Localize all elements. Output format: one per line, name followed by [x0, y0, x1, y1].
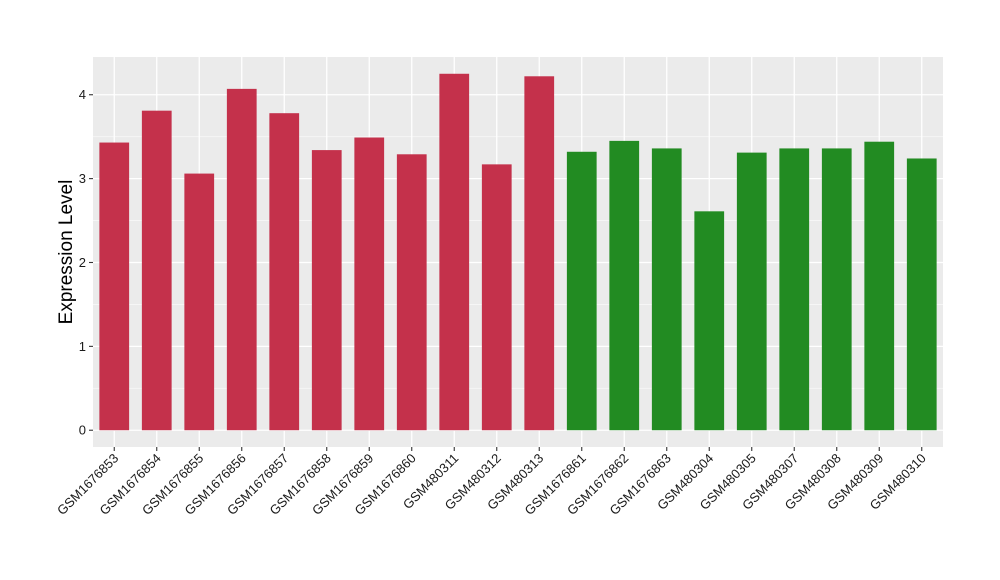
- y-tick-label: 2: [79, 255, 86, 270]
- bar: [99, 142, 130, 431]
- x-axis: GSM1676853GSM1676854GSM1676855GSM1676856…: [54, 447, 929, 518]
- bar: [566, 151, 597, 431]
- y-tick-label: 4: [79, 87, 86, 102]
- bar: [311, 150, 342, 431]
- y-tick-label: 3: [79, 171, 86, 186]
- bar: [779, 148, 810, 431]
- bar: [184, 173, 215, 431]
- bar: [906, 158, 937, 431]
- bar: [141, 110, 172, 431]
- bars-group: [99, 73, 937, 431]
- bar: [226, 88, 257, 431]
- bar: [524, 76, 555, 431]
- bar: [269, 113, 300, 431]
- y-tick-label: 0: [79, 423, 86, 438]
- bar: [651, 148, 682, 431]
- bar: [821, 148, 852, 431]
- bar: [354, 137, 385, 431]
- bar: [439, 73, 470, 431]
- y-tick-label: 1: [79, 339, 86, 354]
- bar: [694, 211, 725, 431]
- bar: [864, 141, 895, 431]
- bar: [481, 164, 512, 431]
- bar: [609, 140, 640, 431]
- y-axis: 0 1 2 3 4: [79, 87, 93, 438]
- bar: [736, 152, 767, 431]
- bar: [396, 154, 427, 431]
- y-axis-title: Expression Level: [56, 180, 77, 325]
